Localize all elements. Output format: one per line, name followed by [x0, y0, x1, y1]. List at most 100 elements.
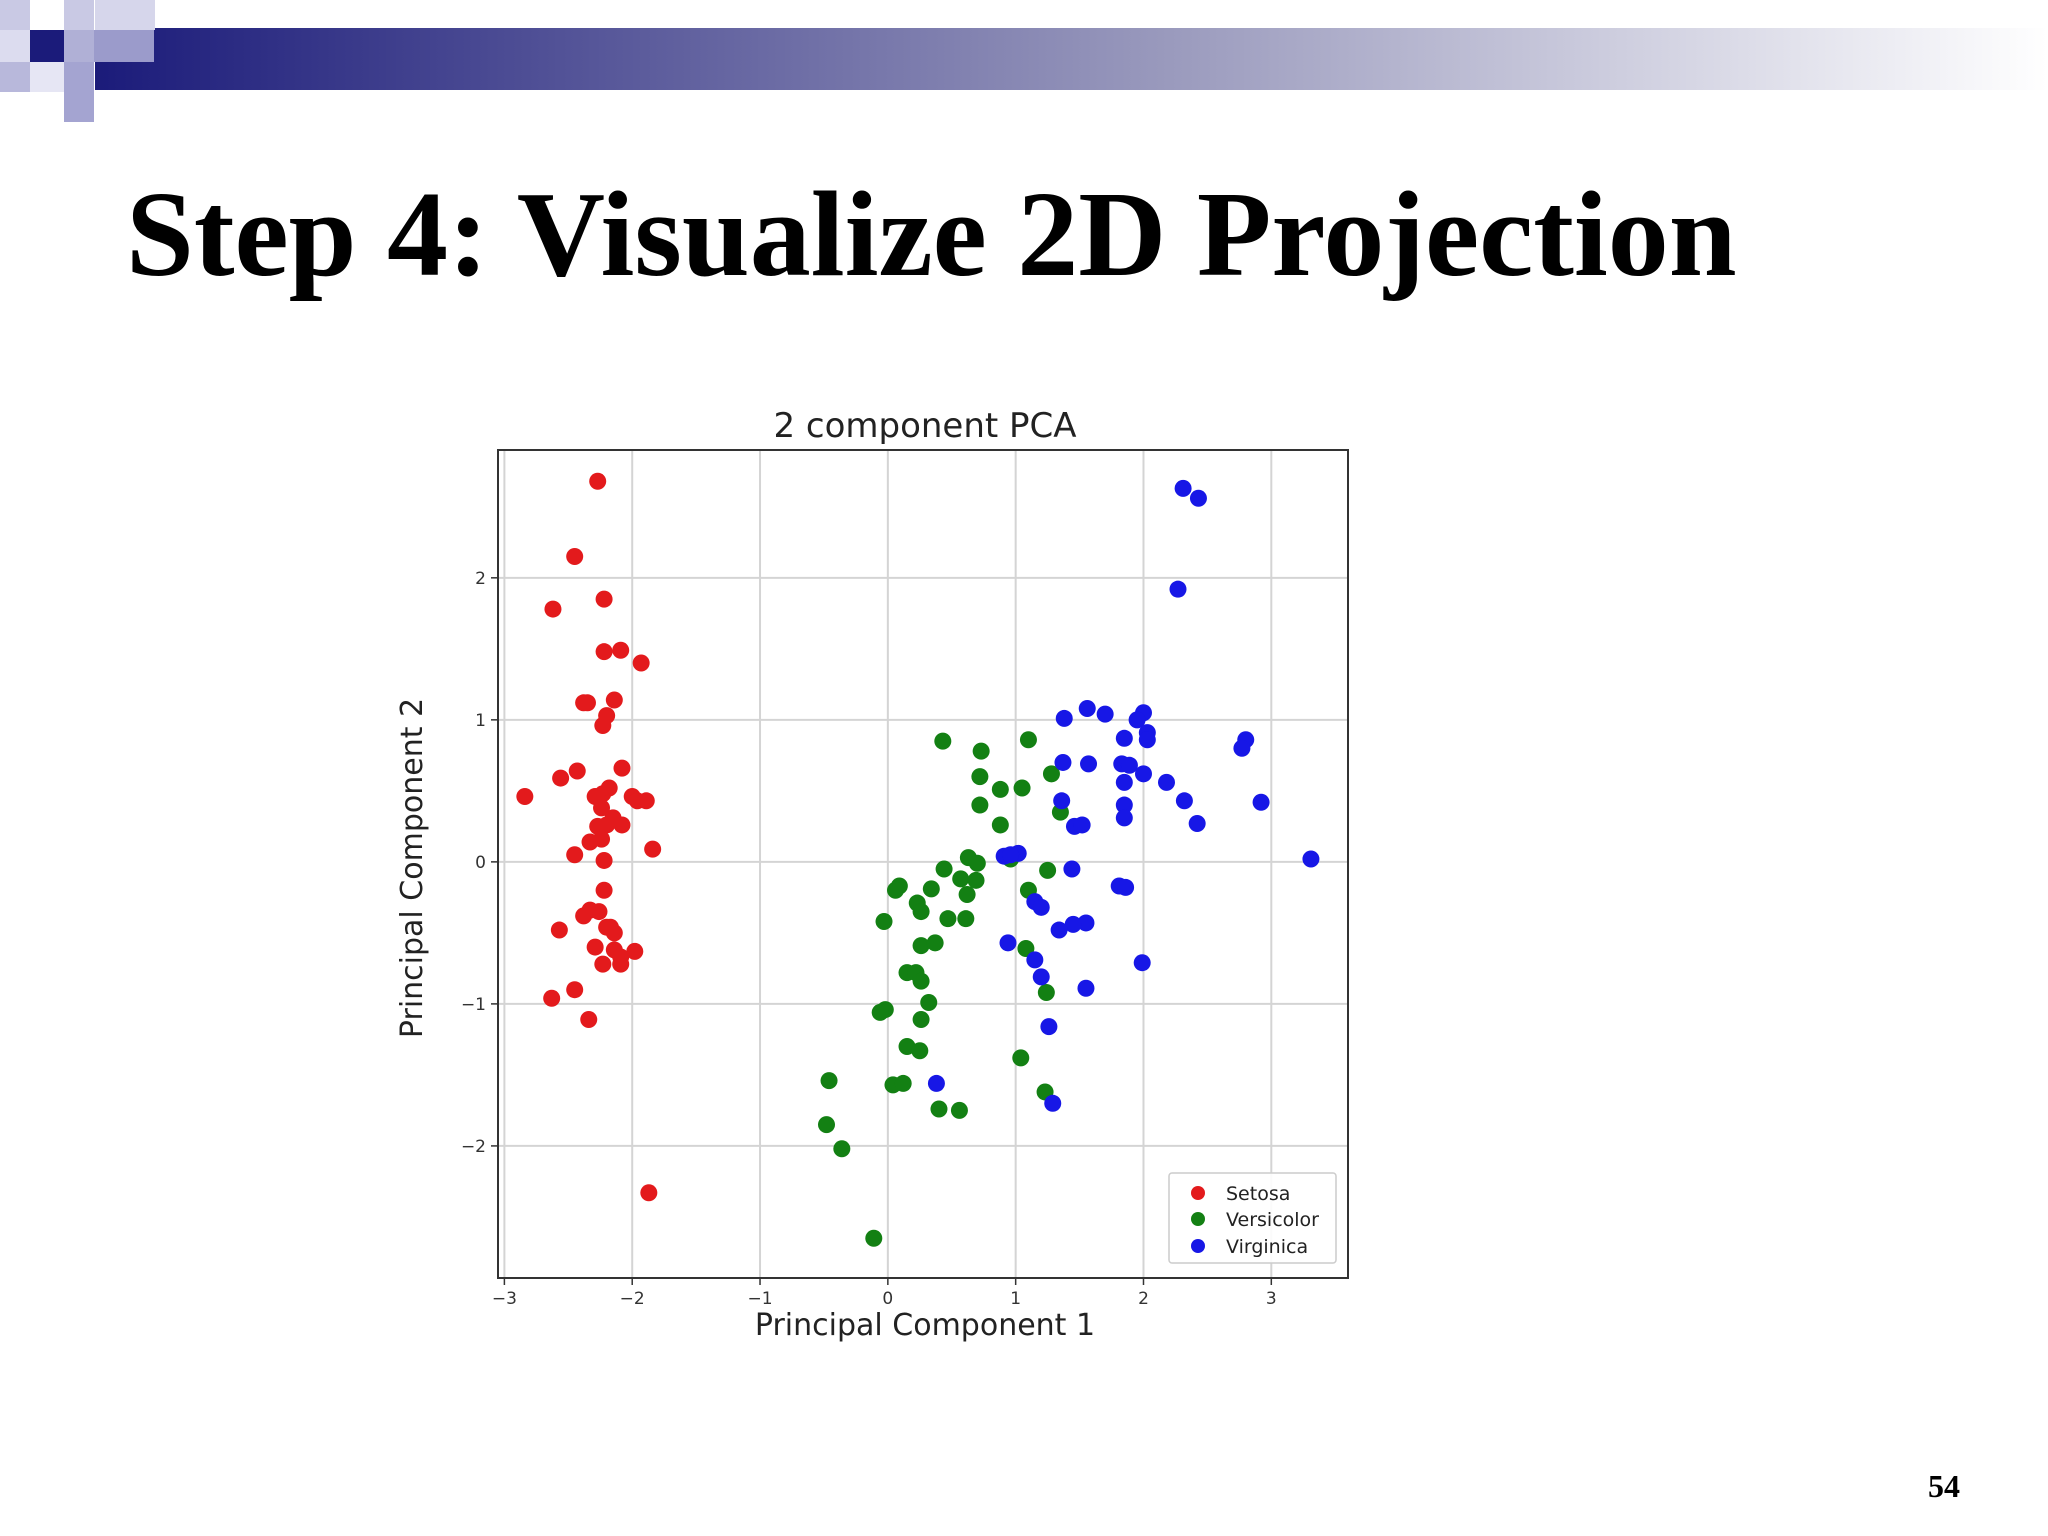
versicolor-point [922, 880, 940, 898]
virginica-point [1252, 793, 1270, 811]
versicolor-point [968, 854, 986, 872]
virginica-point [1026, 951, 1044, 969]
legend-label-virginica: Virginica [1226, 1236, 1308, 1258]
legend-label-setosa: Setosa [1226, 1183, 1290, 1205]
virginica-point [1063, 860, 1081, 878]
slide-header-banner [0, 0, 2048, 122]
x-tick-label: 3 [1266, 1289, 1277, 1309]
virginica-point [1050, 921, 1068, 939]
virginica-point [1134, 765, 1152, 783]
plot-frame [497, 449, 1349, 1279]
setosa-point [613, 816, 631, 834]
setosa-point [637, 792, 655, 810]
virginica-point [1077, 979, 1095, 997]
versicolor-point [971, 768, 989, 786]
versicolor-point [991, 780, 1009, 798]
virginica-point [1120, 756, 1138, 774]
virginica-point [1115, 809, 1133, 827]
virginica-point [1302, 850, 1320, 868]
versicolor-point [934, 732, 952, 750]
slide-title: Step 4: Visualize 2D Projection [126, 167, 1737, 302]
versicolor-point [930, 1100, 948, 1118]
setosa-point [566, 981, 584, 999]
virginica-point [1064, 915, 1082, 933]
setosa-point [516, 788, 534, 806]
versicolor-point [894, 1074, 912, 1092]
setosa-point [566, 846, 584, 864]
legend-marker-virginica [1191, 1239, 1205, 1253]
pca-scatter-chart: 2 component PCA −3 −2 −1 0 1 2 3 −2 −1 0 1 2 Princi… [395, 406, 1349, 1343]
versicolor-point [912, 972, 930, 990]
x-tick-label: 0 [882, 1289, 893, 1309]
y-axis-label: Principal Component 2 [395, 698, 430, 1038]
virginica-point [1055, 709, 1073, 727]
setosa-point [640, 1184, 658, 1202]
versicolor-point [875, 913, 893, 931]
versicolor-point [920, 993, 938, 1011]
virginica-point [1128, 711, 1146, 729]
series-setosa [516, 472, 662, 1202]
legend-marker-versicolor [1191, 1212, 1205, 1226]
versicolor-point [820, 1072, 838, 1090]
virginica-point [927, 1074, 945, 1092]
chart-legend: Setosa Versicolor Virginica [1168, 1172, 1337, 1264]
virginica-point [1054, 753, 1072, 771]
versicolor-point [926, 934, 944, 952]
setosa-point [632, 654, 650, 672]
virginica-point [1077, 914, 1095, 932]
versicolor-point [898, 1038, 916, 1056]
axis-ticks: −3 −2 −1 0 1 2 3 −2 −1 0 1 2 [461, 569, 1277, 1309]
virginica-point [1138, 731, 1156, 749]
setosa-point [566, 548, 584, 566]
versicolor-point [911, 1042, 929, 1060]
versicolor-point [1017, 940, 1035, 958]
versicolor-point [958, 886, 976, 904]
y-tick-label: 0 [475, 853, 486, 873]
versicolor-point [935, 860, 953, 878]
versicolor-point [833, 1140, 851, 1158]
x-tick-label: −3 [492, 1289, 517, 1309]
legend-label-versicolor: Versicolor [1226, 1209, 1319, 1231]
setosa-point [575, 907, 593, 925]
virginica-point [1189, 489, 1207, 507]
versicolor-point [1019, 731, 1037, 749]
versicolor-point [871, 1003, 889, 1021]
setosa-point [550, 921, 568, 939]
versicolor-point [912, 1011, 930, 1029]
setosa-point [612, 955, 630, 973]
virginica-point [1032, 968, 1050, 986]
setosa-point [612, 641, 630, 659]
versicolor-point [1042, 765, 1060, 783]
setosa-point [600, 779, 618, 797]
virginica-point [999, 934, 1017, 952]
setosa-point [578, 694, 596, 712]
virginica-point [1115, 796, 1133, 814]
versicolor-point [957, 910, 975, 928]
setosa-point [626, 942, 644, 960]
setosa-point [589, 817, 607, 835]
setosa-point [594, 955, 612, 973]
setosa-point [605, 691, 623, 709]
page-number: 54 [1928, 1468, 1960, 1504]
chart-title: 2 component PCA [773, 406, 1076, 446]
virginica-point [1233, 739, 1251, 757]
setosa-point [544, 600, 562, 618]
x-tick-label: 2 [1138, 1289, 1149, 1309]
series-versicolor [817, 731, 1069, 1247]
versicolor-point [1039, 861, 1057, 879]
virginica-point [1117, 878, 1135, 896]
virginica-point [1078, 699, 1096, 717]
versicolor-point [939, 910, 957, 928]
x-axis-label: Principal Component 1 [755, 1308, 1095, 1343]
setosa-point [593, 830, 611, 848]
virginica-point [1040, 1018, 1058, 1036]
versicolor-point [972, 742, 990, 760]
setosa-point [595, 643, 613, 661]
data-points [516, 472, 1320, 1247]
versicolor-point [1012, 1049, 1030, 1067]
virginica-point [1169, 580, 1187, 598]
versicolor-point [952, 870, 970, 888]
virginica-point [1096, 705, 1114, 723]
virginica-point [1157, 773, 1175, 791]
versicolor-point [887, 881, 905, 899]
